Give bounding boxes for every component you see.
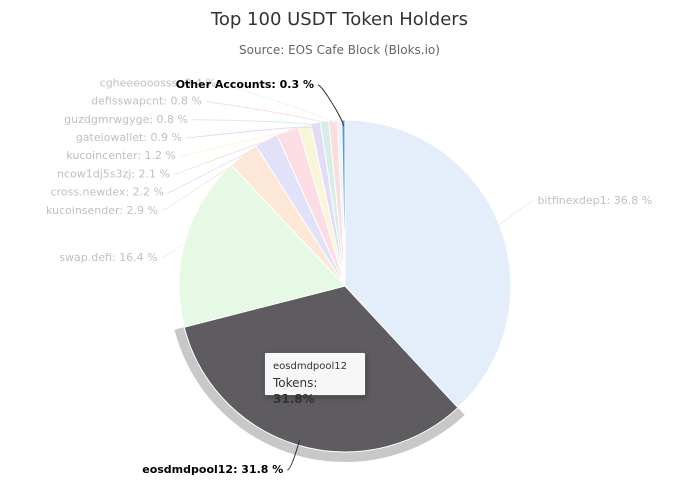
connector-defisswapcnt xyxy=(205,101,335,127)
data-label-ncow1dj5s3zj: ncow1dj5s3zj: 2.1 % xyxy=(57,167,170,180)
connector-gateiowallet xyxy=(185,126,317,139)
tooltip-label: Tokens: xyxy=(273,376,318,390)
data-label-cgheeeooosss: cgheeeooosss: 0.4 % xyxy=(100,76,216,89)
data-label-cross-newdex: cross.newdex: 2.2 % xyxy=(51,186,164,199)
data-label-kucoincenter: kucoincenter: 1.2 % xyxy=(66,149,176,162)
connector-ncow1dj5s3zj xyxy=(173,134,290,175)
tooltip-value: 31.8% xyxy=(273,392,315,406)
connector-bitfinexdep1 xyxy=(493,200,534,228)
tooltip-title: eosdmdpool12 xyxy=(273,361,348,372)
pie-slice-swap-defi[interactable] xyxy=(178,164,346,328)
data-label-defisswapcnt: defisswapcnt: 0.8 % xyxy=(91,95,202,108)
chart-title: Top 100 USDT Token Holders xyxy=(210,9,469,30)
data-label-eosdmdpool12: eosdmdpool12: 31.8 % xyxy=(142,463,283,476)
connector-other-accounts xyxy=(317,84,344,127)
pie-slice-bitfinexdep1[interactable] xyxy=(344,119,512,409)
chart-subtitle: Source: EOS Cafe Block (Bloks.io) xyxy=(239,43,440,57)
data-label-swap-defi: swap.defi: 16.4 % xyxy=(59,251,157,264)
connector-cross-newdex xyxy=(167,144,270,194)
connector-kucoinsender xyxy=(161,159,248,212)
tooltip-line: Tokens: 31.8% xyxy=(273,375,357,407)
data-label-bitfinexdep1: bitfinexdep1: 36.8 % xyxy=(538,194,653,207)
connector-guzdgmrwgyge xyxy=(191,119,326,128)
connector-swap-defi xyxy=(161,240,192,259)
data-label-guzdgmrwgyge: guzdgmrwgyge: 0.8 % xyxy=(64,113,188,126)
chart-tooltip: eosdmdpool12 Tokens: 31.8% xyxy=(264,352,366,406)
data-label-kucoinsender: kucoinsender: 2.9 % xyxy=(46,204,158,217)
connector-cgheeeooosss xyxy=(219,82,341,127)
connector-kucoincenter xyxy=(179,129,307,157)
data-label-other-accounts: Other Accounts: 0.3 % xyxy=(176,78,314,91)
connector-eosdmdpool12 xyxy=(287,439,301,471)
data-label-gateiowallet: gateiowallet: 0.9 % xyxy=(76,131,182,144)
